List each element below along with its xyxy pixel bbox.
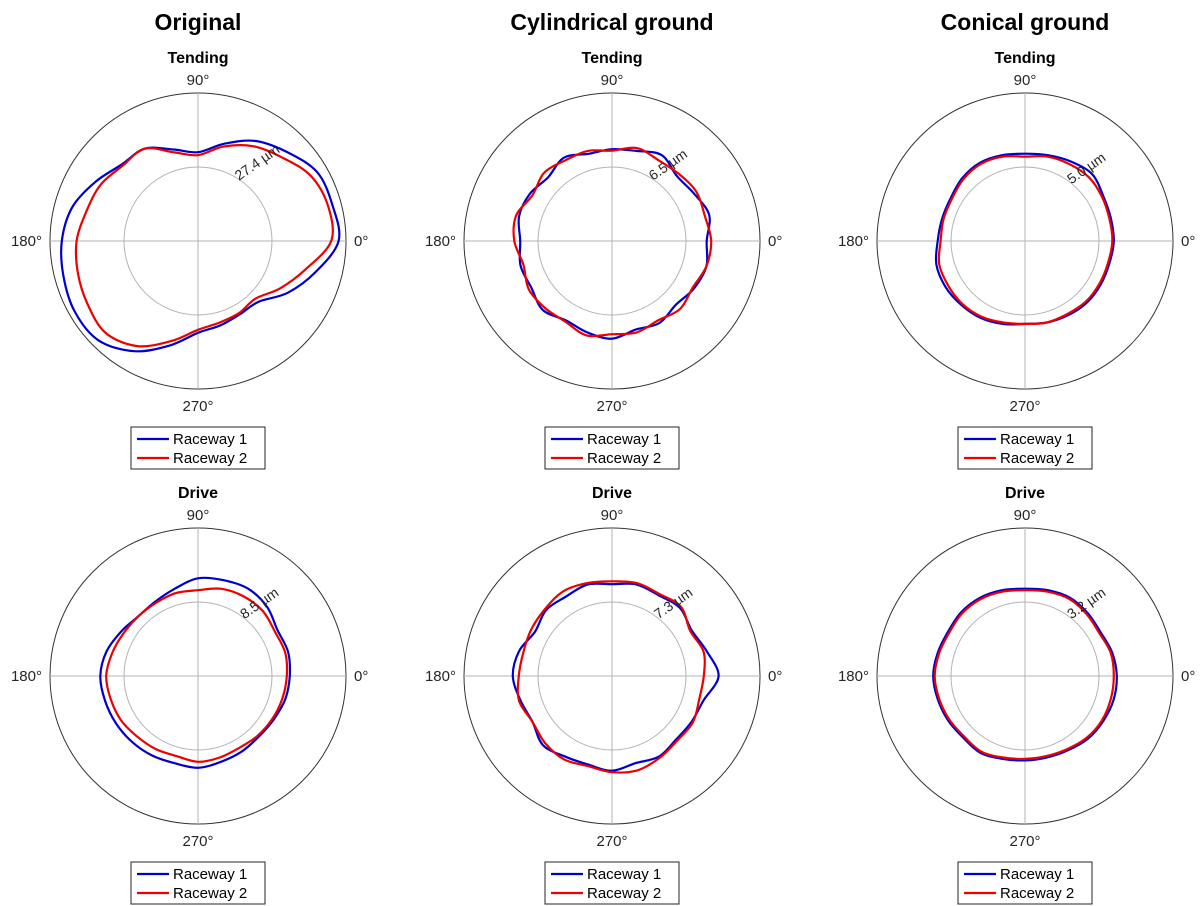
legend-label-raceway-2: Raceway 2 — [173, 885, 247, 902]
theta-tick-180: 180° — [425, 233, 456, 250]
legend-label-raceway-1: Raceway 1 — [1000, 431, 1074, 448]
column-title-cylindrical: Cylindrical ground — [510, 9, 713, 35]
legend: Raceway 1 Raceway 2 — [957, 426, 1093, 470]
radial-tick-label: 7.3 µm — [651, 584, 695, 622]
series-line-raceway-2 — [933, 589, 1115, 761]
legend: Raceway 1 Raceway 2 — [130, 861, 266, 905]
legend-label-raceway-1: Raceway 1 — [587, 866, 661, 883]
radial-tick-label: 5.0 µm — [1064, 149, 1108, 187]
column-title-conical: Conical ground — [941, 9, 1110, 35]
legend-box — [130, 861, 266, 905]
theta-tick-0: 0° — [1181, 233, 1195, 250]
legend-label-raceway-2: Raceway 2 — [587, 450, 661, 467]
legend: Raceway 1 Raceway 2 — [130, 426, 266, 470]
radial-tick-label: 3.2 µm — [1064, 584, 1108, 622]
series-line-raceway-2 — [74, 144, 334, 348]
legend-box — [130, 426, 266, 470]
theta-tick-270: 270° — [1009, 833, 1040, 850]
theta-tick-90: 90° — [601, 72, 624, 89]
legend-label-raceway-2: Raceway 2 — [1000, 885, 1074, 902]
legend-label-raceway-1: Raceway 1 — [1000, 866, 1074, 883]
legend-label-raceway-1: Raceway 1 — [173, 866, 247, 883]
legend-label-raceway-2: Raceway 2 — [587, 885, 661, 902]
column-title-original: Original — [155, 9, 242, 35]
theta-tick-270: 270° — [1009, 398, 1040, 415]
theta-tick-90: 90° — [1014, 72, 1037, 89]
panel-title: Drive — [1005, 485, 1045, 502]
theta-tick-90: 90° — [187, 72, 210, 89]
theta-tick-180: 180° — [11, 668, 42, 685]
theta-tick-0: 0° — [768, 233, 782, 250]
series-line-raceway-1 — [934, 152, 1115, 326]
theta-tick-0: 0° — [354, 668, 368, 685]
theta-tick-180: 180° — [838, 233, 869, 250]
series-line-raceway-1 — [517, 148, 711, 340]
series-line-raceway-2 — [937, 154, 1114, 326]
theta-tick-270: 270° — [182, 398, 213, 415]
panel-title: Tending — [994, 50, 1055, 67]
legend: Raceway 1 Raceway 2 — [957, 861, 1093, 905]
legend-label-raceway-1: Raceway 1 — [587, 431, 661, 448]
legend: Raceway 1 Raceway 2 — [544, 426, 680, 470]
series-line-raceway-1 — [932, 587, 1118, 762]
theta-tick-90: 90° — [1014, 507, 1037, 524]
legend-box — [544, 426, 680, 470]
theta-tick-0: 0° — [1181, 668, 1195, 685]
legend-box — [544, 861, 680, 905]
panel-title: Tending — [167, 50, 228, 67]
series-line-raceway-2 — [512, 146, 713, 338]
theta-tick-270: 270° — [182, 833, 213, 850]
radial-tick-label: 8.5 µm — [237, 584, 281, 622]
panel-title: Drive — [592, 485, 632, 502]
theta-tick-270: 270° — [596, 833, 627, 850]
legend-box — [957, 861, 1093, 905]
series-line-raceway-2 — [105, 587, 289, 763]
legend-label-raceway-2: Raceway 2 — [1000, 450, 1074, 467]
legend: Raceway 1 Raceway 2 — [544, 861, 680, 905]
legend-box — [957, 426, 1093, 470]
theta-tick-90: 90° — [601, 507, 624, 524]
series-line-raceway-2 — [516, 580, 706, 774]
panel-title: Drive — [178, 485, 218, 502]
series-line-raceway-1 — [511, 582, 720, 772]
theta-tick-180: 180° — [11, 233, 42, 250]
panel-title: Tending — [581, 50, 642, 67]
legend-label-raceway-1: Raceway 1 — [173, 431, 247, 448]
theta-tick-180: 180° — [838, 668, 869, 685]
theta-tick-0: 0° — [354, 233, 368, 250]
series-line-raceway-1 — [99, 576, 292, 769]
series-line-raceway-1 — [60, 139, 341, 353]
legend-label-raceway-2: Raceway 2 — [173, 450, 247, 467]
theta-tick-90: 90° — [187, 507, 210, 524]
theta-tick-0: 0° — [768, 668, 782, 685]
theta-tick-180: 180° — [425, 668, 456, 685]
theta-tick-270: 270° — [596, 398, 627, 415]
